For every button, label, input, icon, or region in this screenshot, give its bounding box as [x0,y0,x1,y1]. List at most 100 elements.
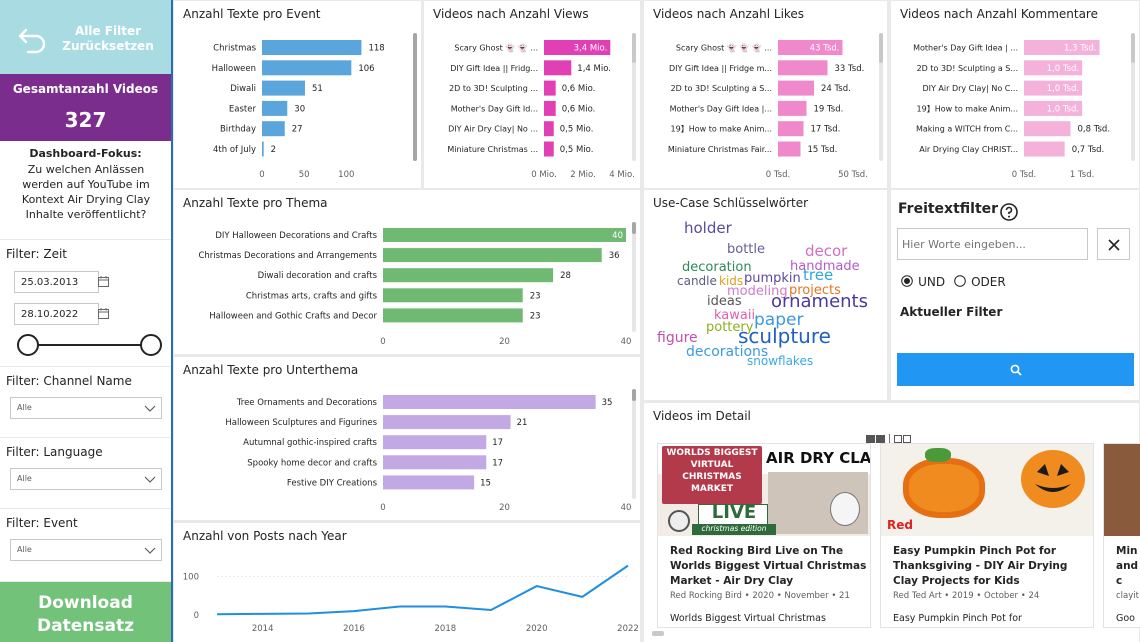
keyword[interactable]: pumpkin [744,271,801,286]
scrollbar-thumb[interactable] [632,389,636,401]
video-title[interactable]: Min and c [1116,545,1139,587]
themes-bar-chart: DIY Halloween Decorations and Crafts Chri… [198,228,631,347]
freetext-search-input[interactable] [897,228,1088,260]
bar[interactable] [1024,100,1083,116]
keyword[interactable]: candle [677,274,717,288]
bar[interactable] [383,308,523,323]
help-icon[interactable] [1000,203,1018,221]
bar[interactable] [1024,60,1083,76]
bar[interactable] [1024,141,1065,157]
bar[interactable] [383,228,626,242]
bar[interactable] [262,80,305,96]
bar[interactable] [262,40,362,55]
bar[interactable] [544,40,611,55]
bar[interactable] [383,455,487,470]
bar[interactable] [262,121,285,137]
keyword[interactable]: figure [657,330,698,346]
bar[interactable] [262,141,264,157]
bar[interactable] [544,121,554,137]
bar[interactable] [1024,121,1071,137]
keyword[interactable]: paper [754,310,803,330]
clear-input-button[interactable] [1097,228,1130,260]
bar[interactable] [1024,40,1100,55]
bar[interactable] [383,268,554,283]
scrollbar[interactable] [1131,33,1135,161]
bar[interactable] [262,60,352,76]
scrollbar-thumb[interactable] [1131,33,1135,63]
video-card[interactable]: Red Easy Pumpkin Pinch Pot for Thanksgiv… [880,443,1094,628]
bar[interactable] [1024,80,1083,96]
horizontal-scrollbar-thumb[interactable] [652,631,664,636]
keyword[interactable]: sculpture [738,324,831,348]
keyword[interactable]: handmade [790,259,860,274]
bar[interactable] [383,248,602,263]
keyword[interactable]: decorations [686,344,768,360]
keyword[interactable]: holder [684,219,733,237]
page-dot[interactable] [903,435,911,443]
bar[interactable] [544,60,572,76]
keyword[interactable]: decor [805,242,848,260]
bar[interactable] [778,121,804,137]
keyword[interactable]: kids [719,274,743,288]
video-card[interactable]: Min and c clayit Goo [1103,443,1140,628]
scrollbar[interactable] [413,33,417,161]
video-title[interactable]: Easy Pumpkin Pinch Pot for Thanksgiving … [893,545,1068,587]
series-line[interactable] [216,564,629,616]
bar[interactable] [383,395,596,409]
calendar-icon[interactable] [98,308,109,319]
bar[interactable] [262,100,288,116]
mode-or-radio[interactable]: ODER [954,271,1006,290]
bar[interactable] [544,141,554,157]
bar[interactable] [383,415,511,430]
bar[interactable] [778,80,814,96]
reset-filters-button[interactable]: Alle Filter Zurücksetzen [0,0,171,74]
scrollbar-thumb[interactable] [632,222,636,234]
keyword[interactable]: kawaii [714,308,755,323]
bar[interactable] [383,288,523,303]
calendar-icon[interactable] [98,276,109,287]
page-dot-active[interactable] [876,435,885,443]
scrollbar-thumb[interactable] [632,33,636,63]
data-label: 0,8 Tsd. [1078,125,1111,135]
date-from-input[interactable]: 25.03.2013 [14,271,109,293]
date-to-input[interactable]: 28.10.2022 [14,303,109,325]
date-slider-start-handle[interactable] [17,334,39,356]
keyword[interactable]: projects [789,283,841,298]
undo-icon [18,28,46,54]
page-dot-active[interactable] [866,435,875,443]
bar[interactable] [544,100,556,116]
page-dot[interactable] [894,435,902,443]
bar[interactable] [383,475,475,490]
keyword[interactable]: snowflakes [747,354,813,368]
date-slider-end-handle[interactable] [140,334,162,356]
keyword[interactable]: ornaments [771,291,868,312]
scrollbar[interactable] [632,389,636,499]
scrollbar[interactable] [879,33,883,161]
bar[interactable] [544,80,556,96]
carousel-pager[interactable] [866,428,911,444]
bar[interactable] [778,141,801,157]
download-dataset-button[interactable]: Download Datensatz [0,582,171,642]
video-card[interactable]: WORLDS BIGGEST VIRTUAL CHRISTMAS MARKET … [657,443,871,628]
event-dropdown[interactable]: Alle [10,539,162,561]
keyword[interactable]: ideas [707,294,742,309]
keyword[interactable]: decoration [682,260,752,275]
bar[interactable] [383,435,487,450]
bar[interactable] [778,100,807,116]
keyword[interactable]: modeling [727,284,788,299]
scrollbar[interactable] [632,222,636,332]
bar[interactable] [778,40,843,55]
video-title[interactable]: Red Rocking Bird Live on The Worlds Bigg… [670,545,867,587]
keyword[interactable]: pottery [706,320,754,335]
date-slider-track[interactable] [24,344,152,346]
channel-dropdown[interactable]: Alle [10,397,162,419]
language-dropdown[interactable]: Alle [10,468,162,490]
scrollbar[interactable] [632,33,636,161]
search-button[interactable] [897,353,1134,386]
scrollbar-thumb[interactable] [879,33,883,63]
keyword[interactable]: tree [803,266,833,284]
keyword[interactable]: bottle [727,242,765,257]
scrollbar-thumb[interactable] [413,33,417,161]
mode-and-radio[interactable]: UND [901,271,945,290]
bar[interactable] [778,60,828,76]
